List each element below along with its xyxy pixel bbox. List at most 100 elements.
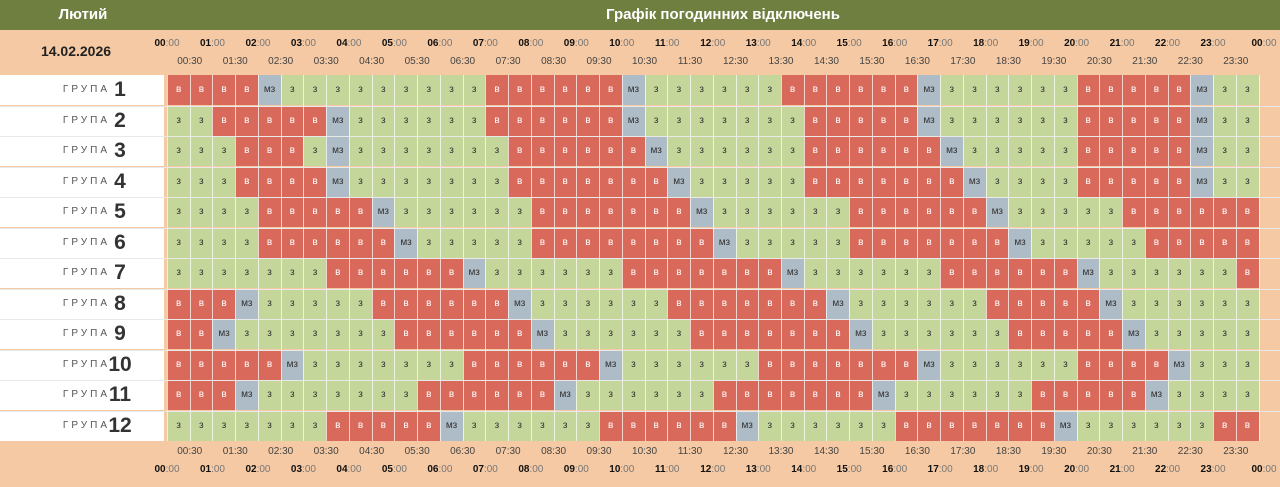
slot-cell: мз — [1167, 349, 1191, 380]
slot-cell: з — [1167, 319, 1191, 349]
slot-cell: з — [985, 319, 1009, 349]
slot-cell: в — [1144, 136, 1169, 166]
slot-cell: з — [917, 319, 941, 349]
group-word: ГРУПА — [62, 84, 110, 95]
bottom-hour-value: 09 — [563, 464, 575, 475]
bottom-half-hour-label: 01:30 — [222, 446, 248, 457]
slot-cell: з — [1235, 166, 1259, 197]
slot-cell: з — [371, 105, 395, 136]
slot-cell: в — [849, 227, 873, 258]
slot-cell: в — [303, 166, 327, 197]
slot-cell: в — [690, 227, 714, 258]
top-hour-label: 06:00 — [425, 38, 455, 50]
bottom-hour-value: 21 — [1109, 464, 1121, 475]
slot-cell: в — [1076, 166, 1100, 197]
slot-cell: в — [348, 197, 373, 227]
slot-cell: з — [439, 349, 464, 380]
bottom-hour-value: 01 — [199, 464, 212, 475]
group-row: ГРУПА 2 з з в в в в в мз з з з з з з в в в в в в мз з з з з з з з в в в в… — [0, 105, 1280, 136]
slot-cell: з — [1190, 349, 1214, 380]
slot-cell: в — [417, 319, 441, 349]
bottom-half-hour-label: 20:30 — [1086, 446, 1112, 457]
slot-cell: в — [894, 349, 918, 380]
slot-cell: в — [1076, 105, 1100, 136]
slot-cell: з — [1031, 197, 1055, 227]
slot-cell: з — [235, 319, 259, 349]
slot-cell: в — [235, 166, 259, 197]
top-hour-value: 17 — [927, 38, 939, 49]
slot-cell: з — [167, 410, 191, 441]
slot-cell: в — [394, 288, 418, 319]
bottom-half-hour-label: 10:30 — [632, 446, 658, 457]
bottom-hour-label: 22:00 — [1153, 464, 1183, 476]
slot-cell: з — [599, 258, 623, 288]
slot-cell: з — [189, 136, 213, 166]
slot-cell: в — [780, 349, 805, 380]
slot-cell: в — [758, 349, 782, 380]
slot-cell: з — [167, 136, 191, 166]
slot-cell: з — [599, 319, 623, 349]
slot-cell: в — [394, 410, 418, 441]
slot-cell: з — [962, 75, 987, 105]
slot-cell: з — [462, 197, 486, 227]
slot-cell: мз — [326, 166, 350, 197]
slot-cell: з — [1008, 166, 1032, 197]
slot-cell: в — [508, 319, 532, 349]
slot-cell: з — [690, 105, 714, 136]
slot-cell: з — [1190, 258, 1214, 288]
slot-cell: в — [1235, 227, 1259, 258]
top-half-hour-label: 17:30 — [950, 56, 976, 67]
slot-cell: в — [803, 349, 827, 380]
bottom-hour-label: 00:00 — [152, 464, 182, 476]
top-hour-suffix: :00 — [483, 38, 498, 49]
slot-cell: в — [917, 197, 941, 227]
slot-cell: в — [985, 227, 1009, 258]
slot-cell: в — [758, 288, 782, 319]
group-label: ГРУПА 3 — [0, 136, 164, 166]
slot-cell: в — [849, 75, 873, 105]
top-hour-suffix: :00 — [711, 38, 726, 49]
bottom-hour-value: 16 — [882, 464, 894, 475]
bottom-hour-value: 08 — [518, 464, 530, 475]
top-hour-value: 23 — [1200, 38, 1212, 49]
slot-cell: з — [1167, 288, 1191, 319]
slot-cell: з — [1167, 380, 1191, 410]
bottom-hour-value: 22 — [1155, 464, 1167, 475]
slot-cell: з — [1190, 319, 1214, 349]
slot-cell: з — [962, 288, 987, 319]
slot-cell: з — [667, 349, 691, 380]
bottom-half-hour-label: 17:30 — [950, 446, 976, 457]
slot-cell: з — [189, 166, 213, 197]
bottom-half-hour-label: 00:30 — [177, 446, 203, 457]
top-hour-label: 04:00 — [334, 38, 364, 50]
slot-cell: мз — [530, 319, 555, 349]
slot-cell: мз — [712, 227, 736, 258]
slot-cell: мз — [1008, 227, 1032, 258]
bottom-half-hour-label: 04:30 — [359, 446, 385, 457]
slot-cell: в — [667, 410, 691, 441]
slot-cell: в — [439, 380, 464, 410]
slot-cell: з — [758, 166, 782, 197]
slot-cell: в — [621, 258, 646, 288]
slot-cell: з — [348, 319, 373, 349]
slot-cell: в — [780, 75, 805, 105]
top-hour-value: 08 — [518, 38, 530, 49]
group-row: ГРУПА 6 з з з з в в в в в в мз з з з з з в в в в в в в в мз з з з з з в в… — [0, 227, 1280, 258]
slot-cell: з — [667, 105, 691, 136]
slot-cell: в — [530, 75, 555, 105]
slot-cell: в — [485, 380, 509, 410]
bottom-hour-suffix: :00 — [893, 464, 908, 475]
top-half-hour-label: 07:30 — [495, 56, 521, 67]
slot-cell: з — [758, 410, 782, 441]
top-hour-label: 19:00 — [1016, 38, 1046, 50]
bottom-hour-suffix: :00 — [711, 464, 726, 475]
slot-cell: з — [553, 258, 577, 288]
slot-cell: в — [599, 410, 623, 441]
slot-cell: з — [462, 136, 486, 166]
bottom-hour-label: 03:00 — [288, 464, 318, 476]
slot-cell: в — [371, 410, 395, 441]
slot-cell: з — [280, 380, 304, 410]
group-number: 3 — [114, 139, 126, 162]
slot-cell: з — [667, 319, 691, 349]
slot-cell: з — [1053, 197, 1078, 227]
